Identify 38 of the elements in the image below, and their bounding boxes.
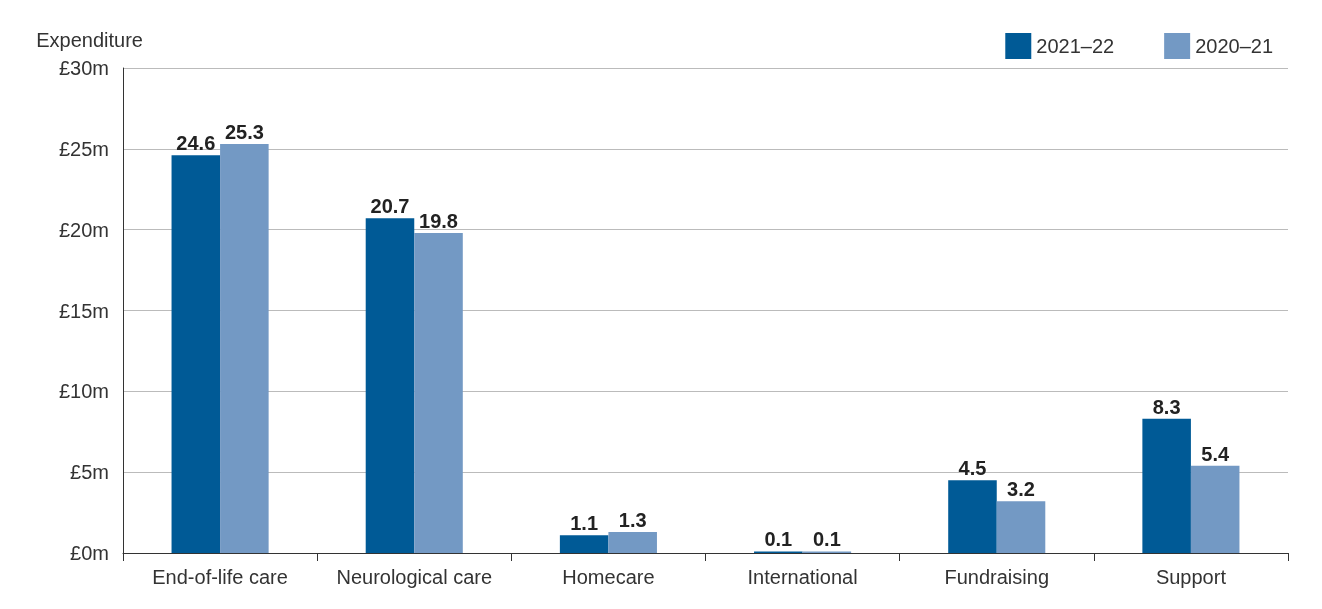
bar — [948, 480, 997, 553]
data-label: 1.1 — [570, 512, 599, 535]
data-label: 25.3 — [224, 120, 264, 143]
x-tick-label: Support — [1155, 566, 1227, 588]
bar — [171, 155, 221, 553]
legend-label: 2020–21 — [1195, 35, 1274, 57]
y-tick-label: £0m — [70, 542, 109, 564]
data-label: 19.8 — [419, 209, 458, 232]
bar — [1190, 465, 1240, 553]
y-tick-label: £20m — [58, 218, 109, 241]
legend-label: 2021–22 — [1036, 35, 1115, 57]
bar — [559, 535, 609, 553]
y-tick-label: £25m — [58, 137, 109, 160]
bar — [996, 501, 1046, 553]
x-tick-label: Homecare — [562, 566, 655, 588]
bar — [220, 143, 269, 553]
bar — [414, 232, 463, 553]
data-label: 0.1 — [764, 528, 793, 551]
y-tick-label: £10m — [58, 380, 109, 403]
data-label: 24.6 — [176, 132, 216, 155]
data-label: 3.2 — [1007, 478, 1035, 501]
y-tick-label: £5m — [70, 461, 109, 484]
bar — [365, 218, 415, 553]
x-tick-label: Fundraising — [944, 566, 1050, 588]
data-label: 4.5 — [958, 457, 987, 480]
x-tick-label: End-of-life care — [152, 566, 288, 588]
y-axis-title: Expenditure — [36, 29, 143, 51]
y-tick-label: £30m — [58, 57, 109, 79]
data-label: 8.3 — [1152, 395, 1181, 418]
bar — [1142, 418, 1191, 553]
data-label: 5.4 — [1201, 442, 1230, 465]
bar — [608, 531, 657, 553]
data-label: 0.1 — [812, 528, 841, 551]
x-tick-label: Neurological care — [336, 566, 493, 588]
data-label: 20.7 — [370, 195, 410, 218]
data-label: 1.3 — [618, 508, 647, 531]
x-tick-label: International — [747, 566, 858, 588]
y-tick-label: £15m — [58, 299, 109, 322]
